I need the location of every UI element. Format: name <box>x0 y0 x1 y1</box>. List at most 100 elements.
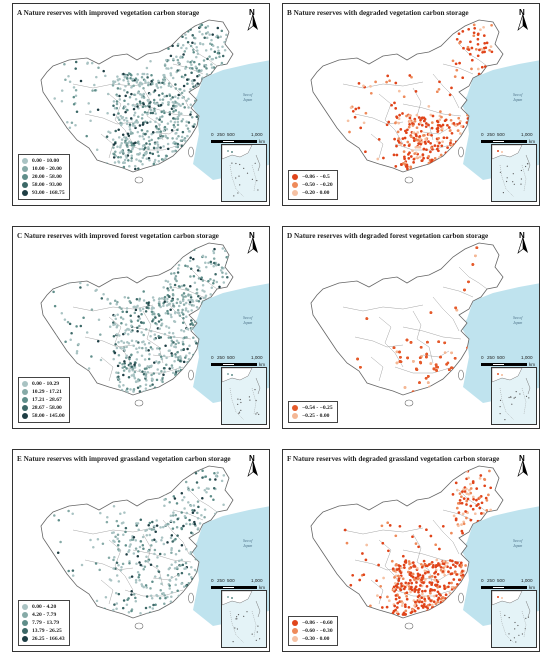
reserve-point <box>161 389 165 392</box>
province-border <box>100 356 114 382</box>
reserve-point <box>451 493 455 496</box>
reserve-point <box>145 555 148 559</box>
reserve-point <box>153 538 156 542</box>
reserve-point <box>450 595 454 598</box>
north-arrow-icon: N <box>245 231 261 255</box>
reserve-point <box>144 373 148 376</box>
reserve-point <box>173 149 176 153</box>
reserve-point <box>184 356 187 359</box>
reserve-point <box>113 153 116 156</box>
reserve-point <box>155 524 159 527</box>
map-panel-c: Sea of Japan C Nature reserves with improv… <box>12 226 270 429</box>
reserve-point <box>209 260 213 264</box>
reserve-point <box>125 553 128 556</box>
reserve-point <box>146 130 149 133</box>
reserve-point <box>197 277 201 280</box>
reserve-point <box>119 390 122 394</box>
reserve-point <box>394 608 397 612</box>
reserve-point <box>173 360 176 363</box>
reserve-point <box>75 325 78 328</box>
reserve-point <box>172 520 176 524</box>
reserve-point <box>222 474 226 477</box>
reserve-point <box>146 365 149 368</box>
reserve-point <box>364 558 368 562</box>
reserve-point <box>153 575 157 578</box>
scale-bar: 0 250 500 1,000 km <box>481 578 535 592</box>
reserve-point <box>152 603 155 607</box>
reserve-point <box>401 137 405 140</box>
reserve-point <box>195 84 199 87</box>
reserve-point <box>378 595 382 599</box>
reserve-point <box>118 151 122 155</box>
reserve-point <box>450 351 453 355</box>
reserve-point <box>447 607 450 611</box>
reserve-point <box>414 542 418 545</box>
reserve-point <box>480 501 484 505</box>
reserve-point <box>348 130 351 134</box>
reserve-point <box>391 611 395 615</box>
reserve-point <box>399 588 402 591</box>
reserve-point <box>144 328 148 331</box>
reserve-point <box>171 29 175 32</box>
reserve-point <box>409 611 413 615</box>
reserve-point <box>129 76 132 80</box>
reserve-point <box>147 157 151 160</box>
reserve-point <box>428 613 432 616</box>
reserve-point <box>484 496 488 500</box>
reserve-point <box>471 481 475 485</box>
reserve-point <box>483 41 487 45</box>
reserve-point <box>196 89 199 92</box>
reserve-point <box>71 512 74 515</box>
reserve-point <box>93 83 96 87</box>
reserve-point <box>469 487 473 490</box>
reserve-point <box>149 384 152 388</box>
reserve-point <box>395 585 399 588</box>
reserve-point <box>191 82 194 85</box>
reserve-point <box>175 525 179 529</box>
reserve-point <box>140 354 144 357</box>
reserve-point <box>192 36 196 40</box>
reserve-point <box>127 148 130 152</box>
reserve-point <box>369 85 372 88</box>
reserve-point <box>172 383 176 386</box>
reserve-point <box>180 492 184 495</box>
legend-item: −0.20 - 0.00 <box>292 189 333 197</box>
reserve-point <box>474 47 478 51</box>
reserve-point <box>171 76 175 80</box>
province-border <box>442 286 474 298</box>
reserve-point <box>129 543 132 546</box>
reserve-point <box>52 290 55 294</box>
reserve-point <box>184 264 187 268</box>
legend-label: 13.79 - 26.25 <box>32 628 62 634</box>
reserve-point <box>140 321 143 324</box>
reserve-point <box>400 584 404 588</box>
scale-label: 0 <box>481 355 484 360</box>
reserve-point <box>181 43 185 47</box>
reserve-point <box>433 156 437 160</box>
reserve-point <box>102 69 105 73</box>
reserve-point <box>113 555 116 559</box>
reserve-point <box>177 285 181 288</box>
reserve-point <box>176 58 180 62</box>
reserve-point <box>138 317 142 320</box>
legend-dot-icon <box>22 405 28 411</box>
reserve-point <box>116 87 120 90</box>
reserve-point <box>114 129 117 133</box>
reserve-point <box>121 366 124 370</box>
reserve-point <box>152 298 156 302</box>
reserve-point <box>193 141 197 145</box>
reserve-point <box>395 350 399 354</box>
reserve-point <box>141 144 145 147</box>
reserve-point <box>144 104 147 108</box>
reserve-point <box>220 479 224 483</box>
reserve-point <box>152 146 156 150</box>
reserve-point <box>216 26 220 30</box>
reserve-point <box>173 121 177 124</box>
reserve-point <box>171 288 175 292</box>
reserve-point <box>157 160 161 163</box>
reserve-point <box>175 301 179 305</box>
reserve-point <box>455 573 459 576</box>
reserve-point <box>457 590 460 594</box>
reserve-point <box>59 540 62 544</box>
reserve-point <box>117 82 121 86</box>
